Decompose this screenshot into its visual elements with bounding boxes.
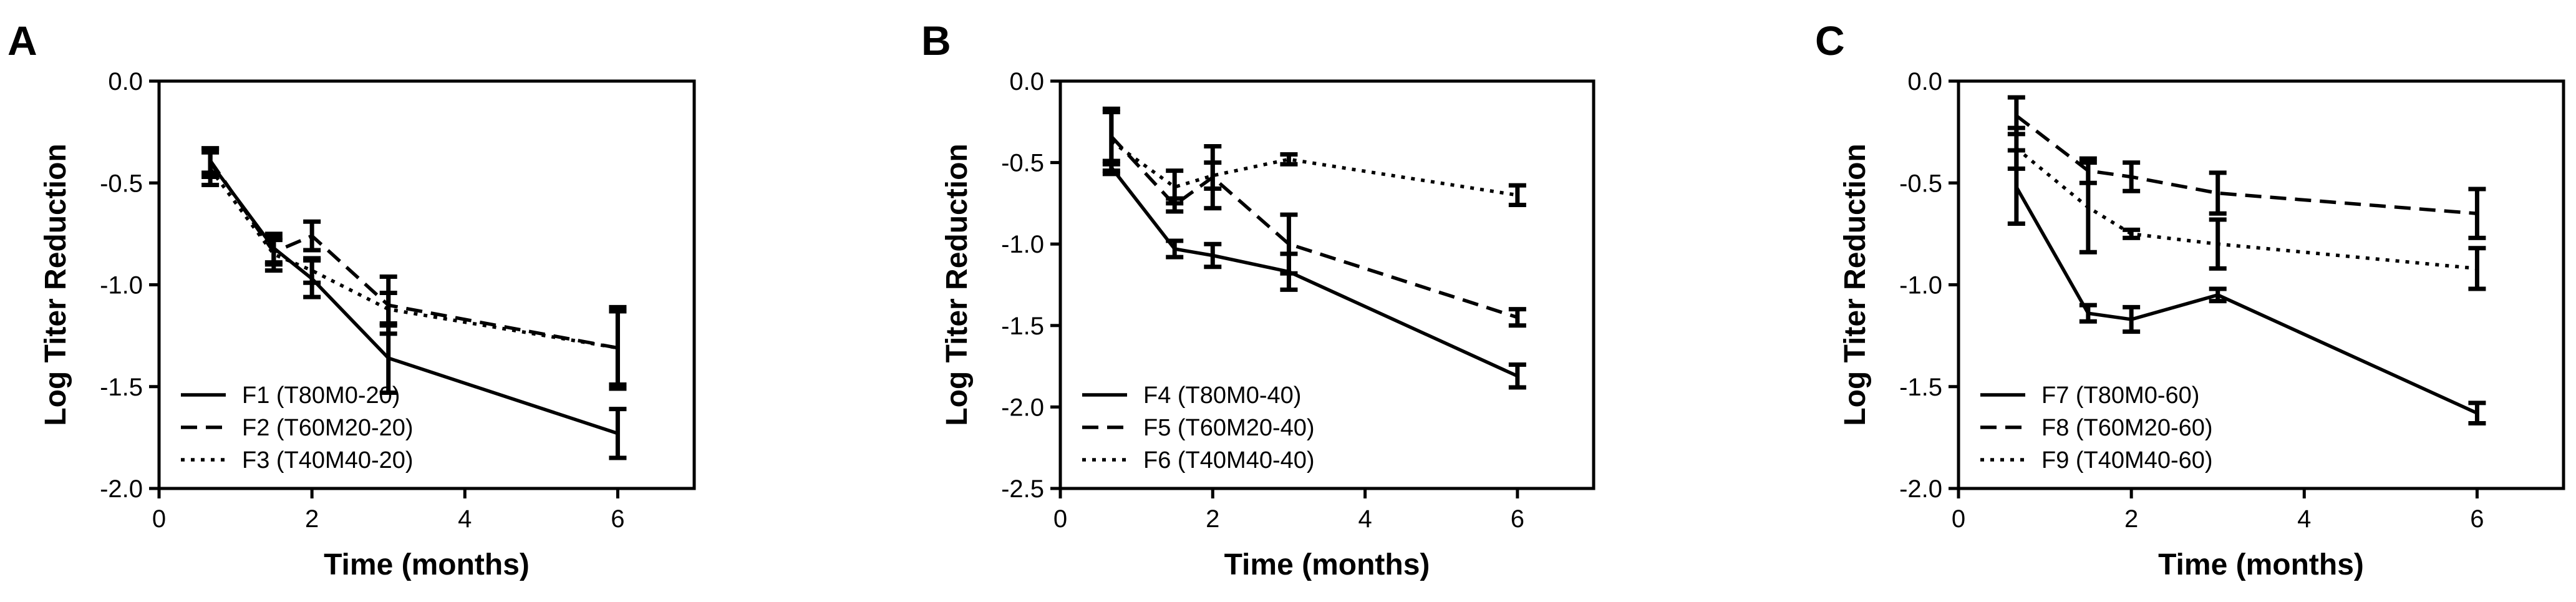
legend-label: F4 (T80M0-40) [1143, 382, 1301, 409]
panel-a: A 0.0 -0.5 -1.0 -1.5 -2.0 0 2 4 6 Time (months) Log… [7, 17, 696, 581]
x-tick-label: 6 [1511, 505, 1524, 533]
y-tick-label: -2.5 [1001, 475, 1044, 503]
x-tick-label: 6 [611, 505, 624, 533]
legend-label: F5 (T60M20-40) [1143, 415, 1315, 441]
y-tick-label: -1.0 [100, 272, 143, 299]
y-tick-label: -1.0 [1899, 272, 1942, 299]
panel-b: B 0.0 -0.5 -1.0 -1.5 -2.0 -2.5 0 2 4 6 Time (months… [921, 17, 1595, 581]
x-axis-title: Time (months) [1224, 548, 1430, 581]
plot-frame [157, 79, 696, 490]
x-tick-label: 4 [458, 505, 472, 533]
plot-frame [1058, 79, 1595, 490]
series-line-3 [2015, 147, 2477, 271]
series-line-3 [1110, 140, 1518, 197]
x-tick-label: 2 [1206, 505, 1219, 533]
y-tick-label: -1.0 [1001, 231, 1044, 258]
legend-label: F9 (T40M40-60) [2041, 447, 2213, 473]
x-tick-label: 4 [2297, 505, 2311, 533]
y-tick-label: -0.5 [1899, 170, 1942, 197]
y-tick-label: -1.5 [1001, 313, 1044, 340]
x-axis-title: Time (months) [324, 548, 530, 581]
x-tick-label: 2 [2124, 505, 2138, 533]
panel-c: C 0.0 -0.5 -1.0 -1.5 -2.0 0 2 4 6 Time (months) Log… [1815, 17, 2565, 581]
x-tick-label: 0 [152, 505, 166, 533]
x-axis-title: Time (months) [2158, 548, 2364, 581]
legend-label: F3 (T40M40-20) [242, 447, 414, 473]
panel-letter: C [1815, 17, 1845, 64]
y-tick-label: -0.5 [100, 170, 143, 197]
y-tick-label: -1.5 [1899, 374, 1942, 401]
panel-letter: B [921, 17, 951, 64]
y-tick-label: -1.5 [100, 374, 143, 401]
y-tick-label: 0.0 [1009, 68, 1044, 95]
legend-label: F1 (T80M0-20) [242, 382, 400, 409]
legend-label: F6 (T40M40-40) [1143, 447, 1315, 473]
x-tick-label: 4 [1358, 505, 1372, 533]
legend-label: F7 (T80M0-60) [2041, 382, 2199, 409]
y-tick-label: -2.0 [1899, 475, 1942, 503]
legend-label: F8 (T60M20-60) [2041, 415, 2213, 441]
y-tick-label: 0.0 [108, 68, 143, 95]
y-axis-title: Log Titer Reduction [1839, 143, 1872, 425]
y-tick-label: -0.5 [1001, 150, 1044, 177]
series-line-1 [2015, 186, 2478, 415]
y-axis-title: Log Titer Reduction [39, 143, 72, 425]
panel-letter: A [7, 17, 37, 64]
y-axis-title: Log Titer Reduction [941, 143, 974, 425]
y-tick-label: -2.0 [100, 475, 143, 503]
x-tick-label: 0 [1053, 505, 1067, 533]
legend-label: F2 (T60M20-20) [242, 415, 414, 441]
y-tick-label: 0.0 [1907, 68, 1942, 95]
series-line-2 [208, 159, 618, 350]
y-tick-label: -2.0 [1001, 394, 1044, 421]
x-tick-label: 6 [2470, 505, 2484, 533]
x-tick-label: 0 [1952, 505, 1965, 533]
series-line-3 [208, 167, 618, 350]
x-tick-label: 2 [305, 505, 319, 533]
